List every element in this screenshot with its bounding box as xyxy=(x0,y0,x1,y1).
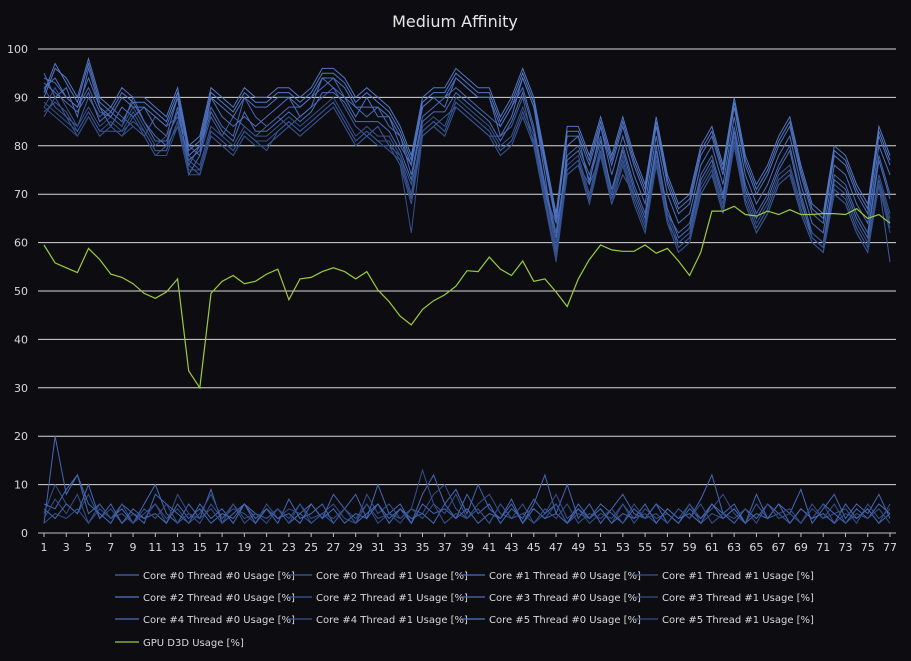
x-tick-label: 17 xyxy=(215,541,229,554)
x-tick-label: 19 xyxy=(237,541,251,554)
x-tick-label: 35 xyxy=(415,541,429,554)
x-tick-label: 11 xyxy=(148,541,162,554)
legend: Core #0 Thread #0 Usage [%] Core #0 Threa… xyxy=(115,571,814,649)
y-tick-label: 0 xyxy=(21,527,28,540)
y-tick-label: 90 xyxy=(14,91,28,104)
x-tick-label: 3 xyxy=(63,541,70,554)
legend-label: Core #4 Thread #1 Usage [%] xyxy=(316,615,468,626)
legend-label: GPU D3D Usage [%] xyxy=(143,638,244,649)
x-tick-label: 23 xyxy=(282,541,296,554)
x-tick-label: 29 xyxy=(349,541,363,554)
grid-lines xyxy=(38,48,896,534)
x-tick-label: 13 xyxy=(171,541,185,554)
series-lines xyxy=(43,56,891,525)
legend-label: Core #2 Thread #1 Usage [%] xyxy=(316,593,468,604)
x-tick-label: 15 xyxy=(193,541,207,554)
x-tick-label: 39 xyxy=(460,541,474,554)
series-line xyxy=(43,56,891,215)
x-tick-label: 5 xyxy=(85,541,92,554)
legend-label: Core #1 Thread #0 Usage [%] xyxy=(489,571,641,582)
x-tick-label: 21 xyxy=(260,541,274,554)
x-tick-label: 59 xyxy=(683,541,697,554)
legend-label: Core #3 Thread #1 Usage [%] xyxy=(662,593,814,604)
x-axis-ticks: 1 3 5 7 9 11 13 15 17 19 21 23 25 27 29 31 33 35 37 39 41 43 4… xyxy=(41,533,897,554)
y-tick-label: 30 xyxy=(14,382,28,395)
y-tick-label: 10 xyxy=(14,479,28,492)
x-tick-label: 55 xyxy=(638,541,652,554)
gpu-d3d-usage-line xyxy=(43,205,891,390)
y-tick-label: 60 xyxy=(14,237,28,250)
legend-label: Core #2 Thread #0 Usage [%] xyxy=(143,593,295,604)
x-tick-label: 37 xyxy=(438,541,452,554)
x-tick-label: 31 xyxy=(371,541,385,554)
x-tick-label: 41 xyxy=(482,541,496,554)
low-usage-line xyxy=(43,483,891,525)
y-axis-ticks: 0 10 20 30 40 50 60 70 80 90 100 xyxy=(7,43,28,540)
legend-label: Core #0 Thread #0 Usage [%] xyxy=(143,571,295,582)
x-tick-label: 61 xyxy=(705,541,719,554)
y-tick-label: 50 xyxy=(14,285,28,298)
x-tick-label: 57 xyxy=(660,541,674,554)
series-line xyxy=(43,106,891,263)
legend-label: Core #5 Thread #0 Usage [%] xyxy=(489,615,641,626)
legend-label: Core #4 Thread #0 Usage [%] xyxy=(143,615,295,626)
x-tick-label: 9 xyxy=(130,541,137,554)
low-usage-line xyxy=(43,503,891,525)
series-line xyxy=(43,61,891,220)
x-tick-label: 49 xyxy=(571,541,585,554)
x-tick-label: 33 xyxy=(393,541,407,554)
x-tick-label: 27 xyxy=(326,541,340,554)
legend-label: Core #1 Thread #1 Usage [%] xyxy=(662,571,814,582)
legend-label: Core #3 Thread #0 Usage [%] xyxy=(489,593,641,604)
x-tick-label: 1 xyxy=(41,541,48,554)
y-tick-label: 40 xyxy=(14,333,28,346)
x-tick-label: 45 xyxy=(527,541,541,554)
y-tick-label: 100 xyxy=(7,43,28,56)
x-tick-label: 75 xyxy=(861,541,875,554)
series-line xyxy=(43,76,891,225)
x-tick-label: 25 xyxy=(304,541,318,554)
x-tick-label: 71 xyxy=(816,541,830,554)
y-tick-label: 70 xyxy=(14,188,28,201)
x-tick-label: 67 xyxy=(772,541,786,554)
legend-label: Core #0 Thread #1 Usage [%] xyxy=(316,571,468,582)
x-tick-label: 77 xyxy=(883,541,897,554)
x-tick-label: 65 xyxy=(749,541,763,554)
x-tick-label: 69 xyxy=(794,541,808,554)
x-tick-label: 73 xyxy=(838,541,852,554)
series-line xyxy=(43,66,891,253)
legend-label: Core #5 Thread #1 Usage [%] xyxy=(662,615,814,626)
x-tick-label: 43 xyxy=(505,541,519,554)
y-tick-label: 80 xyxy=(14,140,28,153)
x-tick-label: 63 xyxy=(727,541,741,554)
series-line xyxy=(43,82,891,249)
series-line xyxy=(43,101,891,258)
x-tick-label: 47 xyxy=(549,541,563,554)
low-usage-line xyxy=(43,473,891,525)
y-tick-label: 20 xyxy=(14,430,28,443)
chart-title: Medium Affinity xyxy=(392,12,518,31)
x-tick-label: 7 xyxy=(107,541,114,554)
x-tick-label: 53 xyxy=(616,541,630,554)
x-tick-label: 51 xyxy=(594,541,608,554)
series-line xyxy=(43,101,891,249)
